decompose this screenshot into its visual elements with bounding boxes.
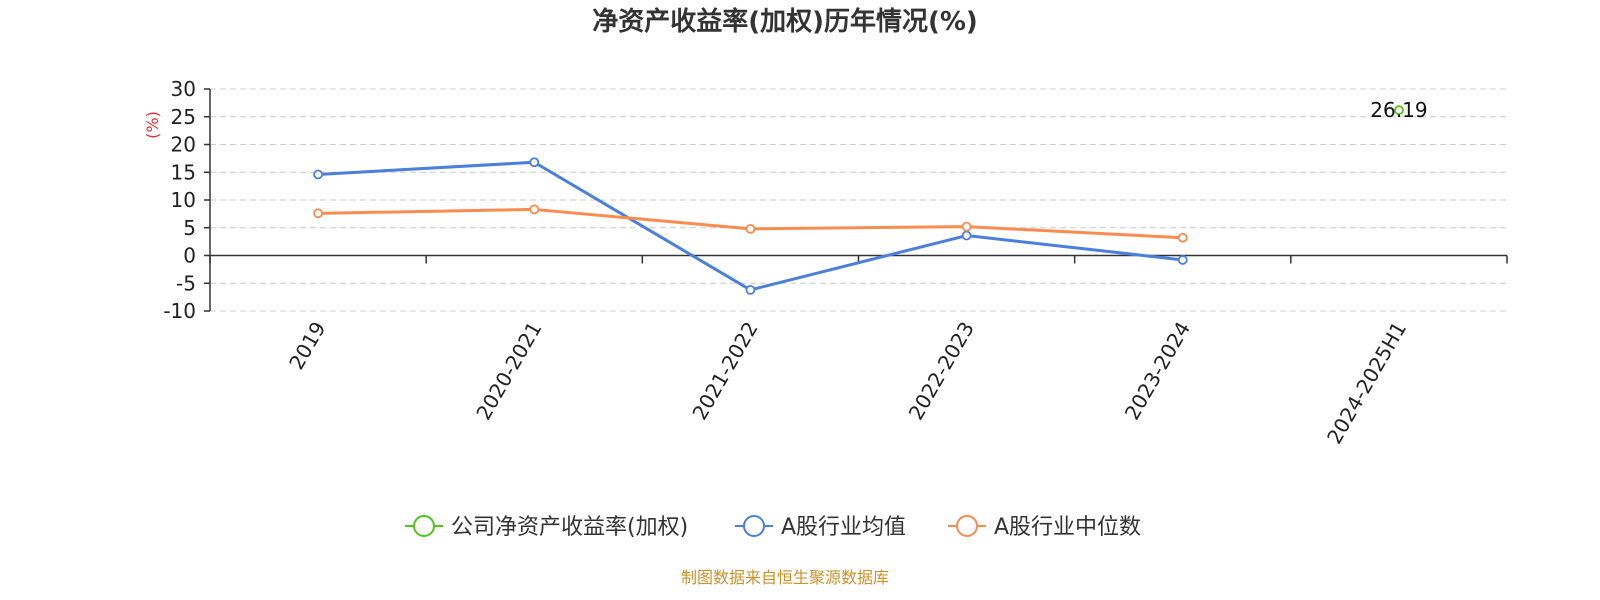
y-tick-label: -5 bbox=[176, 271, 196, 295]
y-tick-label: 0 bbox=[183, 244, 196, 268]
data-point bbox=[1177, 232, 1188, 243]
y-tick-label: 5 bbox=[183, 216, 196, 240]
axes bbox=[204, 88, 1508, 312]
legend-swatch-marker bbox=[413, 515, 435, 537]
y-tick-label: -10 bbox=[163, 299, 196, 323]
data-point bbox=[745, 285, 756, 295]
data-point bbox=[529, 157, 540, 168]
y-tick-labels: 30 25 20 15 10 5 0 -5 -10 bbox=[163, 77, 196, 323]
legend-item: A股行业中位数 bbox=[948, 515, 1141, 540]
y-axis-label: (%) bbox=[143, 111, 162, 139]
y-tick-label: 15 bbox=[171, 160, 196, 184]
source-note: 制图数据来自恒生聚源数据库 bbox=[681, 568, 889, 587]
x-tick-label: 2019 bbox=[284, 318, 330, 374]
data-label: 26.19 bbox=[1370, 98, 1427, 122]
y-tick-label: 30 bbox=[171, 77, 196, 101]
data-point bbox=[1394, 105, 1404, 116]
legend-label: A股行业中位数 bbox=[994, 515, 1141, 540]
y-tick-label: 10 bbox=[171, 188, 196, 212]
x-tick-label: 2020-2021 bbox=[471, 318, 546, 424]
x-tick-label: 2024-2025H1 bbox=[1322, 318, 1411, 448]
data-point bbox=[313, 208, 323, 219]
x-tick-labels: 2019 2020-2021 2021-2022 2022-2023 2023-2024… bbox=[284, 317, 1411, 447]
legend: 公司净资产收益率(加权) A股行业均值 A股行业中位数 bbox=[405, 515, 1141, 540]
data-point bbox=[961, 230, 972, 241]
y-tick-label: 25 bbox=[171, 105, 196, 129]
chart-title: 净资产收益率(加权)历年情况(%) bbox=[592, 6, 978, 37]
legend-item: A股行业均值 bbox=[735, 515, 906, 540]
data-point bbox=[1177, 255, 1188, 265]
series-points: 26.19 bbox=[313, 98, 1428, 295]
data-point bbox=[313, 169, 323, 180]
legend-label: A股行业均值 bbox=[781, 515, 906, 540]
data-point bbox=[529, 204, 540, 215]
legend-swatch-marker bbox=[956, 515, 978, 537]
grid-lines bbox=[210, 88, 1507, 312]
legend-item: 公司净资产收益率(加权) bbox=[405, 515, 688, 540]
data-point bbox=[961, 221, 972, 232]
y-tick-label: 20 bbox=[171, 133, 196, 157]
legend-swatch-marker bbox=[743, 515, 765, 537]
legend-label: 公司净资产收益率(加权) bbox=[451, 515, 688, 540]
data-point bbox=[745, 223, 756, 234]
x-tick-label: 2022-2023 bbox=[904, 317, 979, 423]
x-tick-label: 2021-2022 bbox=[687, 318, 762, 424]
x-tick-label: 2023-2024 bbox=[1120, 318, 1195, 424]
